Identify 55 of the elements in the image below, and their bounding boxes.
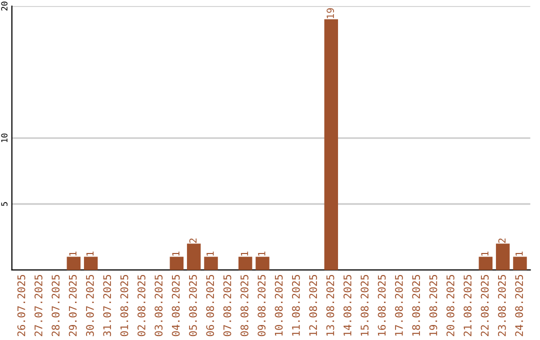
data-label: 2 (189, 238, 197, 243)
data-label: 1 (481, 252, 488, 256)
bar (478, 256, 493, 270)
data-label: 1 (172, 252, 180, 256)
x-tick-label: 28.07.2025 (52, 274, 60, 336)
x-tick-label: 27.07.2025 (34, 274, 42, 336)
x-tick-label: 18.08.2025 (412, 274, 420, 336)
x-tick-label: 03.08.2025 (154, 274, 163, 336)
y-tick-label: 5 (1, 202, 8, 206)
data-label: 1 (258, 252, 266, 256)
x-tick-label: 17.08.2025 (394, 274, 403, 336)
data-label: 1 (206, 252, 214, 256)
x-tick-label: 10.08.2025 (274, 274, 283, 336)
data-label: 2 (498, 238, 506, 243)
data-label: 19 (326, 8, 334, 18)
x-tick-label: 08.08.2025 (240, 274, 248, 336)
bar (496, 244, 510, 270)
bar (170, 256, 184, 270)
bar (186, 244, 201, 270)
x-tick-label: 20.08.2025 (446, 274, 454, 336)
bar (84, 256, 98, 270)
x-tick-label: 16.08.2025 (378, 274, 386, 336)
y-tick-label: 10 (1, 134, 8, 142)
x-tick-label: 23.08.2025 (498, 274, 506, 336)
x-tick-label: 19.08.2025 (429, 274, 438, 336)
x-tick-label: 26.07.2025 (17, 274, 26, 336)
data-label: 1 (69, 252, 76, 256)
x-tick-label: 22.08.2025 (480, 274, 489, 336)
bar (204, 256, 218, 270)
x-tick-label: 24.08.2025 (515, 274, 524, 336)
data-label: 1 (86, 252, 94, 256)
data-label: 1 (516, 252, 523, 256)
bar (256, 256, 270, 270)
x-tick-label: 07.08.2025 (223, 274, 232, 336)
data-label: 1 (240, 252, 248, 256)
x-tick-label: 05.08.2025 (189, 274, 197, 336)
x-tick-label: 06.08.2025 (206, 274, 214, 336)
x-tick-label: 02.08.2025 (138, 274, 146, 336)
x-tick-label: 04.08.2025 (172, 274, 180, 336)
bar (513, 256, 527, 270)
x-tick-label: 30.07.2025 (86, 274, 94, 336)
x-tick-label: 29.07.2025 (68, 274, 77, 336)
bar (66, 256, 81, 270)
x-tick-label: 31.07.2025 (103, 274, 112, 336)
x-tick-label: 13.08.2025 (326, 274, 334, 336)
x-tick-label: 09.08.2025 (258, 274, 266, 336)
x-tick-label: 15.08.2025 (360, 274, 369, 336)
x-tick-label: 11.08.2025 (292, 274, 300, 336)
x-tick-label: 21.08.2025 (464, 274, 472, 336)
x-tick-label: 01.08.2025 (120, 274, 128, 336)
y-tick-label: 20 (1, 2, 8, 11)
bar (324, 19, 338, 270)
x-tick-label: 14.08.2025 (343, 274, 352, 336)
bar (238, 256, 252, 270)
x-tick-label: 12.08.2025 (309, 274, 318, 336)
